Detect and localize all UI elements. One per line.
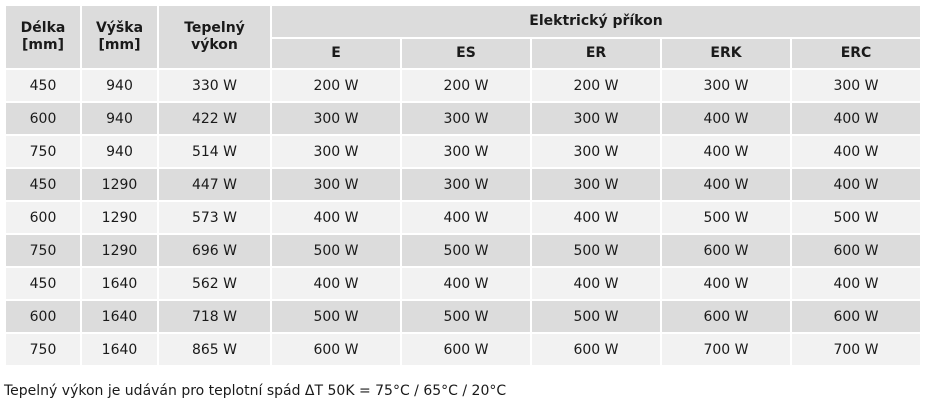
table-row: 450 940 330 W 200 W 200 W 200 W 300 W 300 W bbox=[6, 70, 920, 101]
power-erk-cell: 400 W bbox=[662, 268, 790, 299]
power-es-cell: 500 W bbox=[402, 301, 530, 332]
power-erk-cell: 400 W bbox=[662, 136, 790, 167]
power-e-cell: 200 W bbox=[272, 70, 400, 101]
power-erc-cell: 300 W bbox=[792, 70, 920, 101]
power-er-cell: 300 W bbox=[532, 169, 660, 200]
height-cell: 1640 bbox=[82, 334, 157, 365]
power-erk-cell: 500 W bbox=[662, 202, 790, 233]
length-cell: 750 bbox=[6, 334, 80, 365]
header-variant-erk: ERK bbox=[662, 39, 790, 68]
table-body: 450 940 330 W 200 W 200 W 200 W 300 W 300 W 600 9… bbox=[6, 70, 920, 365]
power-e-cell: 600 W bbox=[272, 334, 400, 365]
power-e-cell: 500 W bbox=[272, 235, 400, 266]
heat-output-cell: 696 W bbox=[159, 235, 270, 266]
power-erc-cell: 500 W bbox=[792, 202, 920, 233]
table-row: 750 940 514 W 300 W 300 W 300 W 400 W 400 W bbox=[6, 136, 920, 167]
power-er-cell: 600 W bbox=[532, 334, 660, 365]
power-es-cell: 300 W bbox=[402, 169, 530, 200]
power-erc-cell: 700 W bbox=[792, 334, 920, 365]
power-e-cell: 400 W bbox=[272, 202, 400, 233]
power-e-cell: 300 W bbox=[272, 103, 400, 134]
table-row: 600 1640 718 W 500 W 500 W 500 W 600 W 600 W bbox=[6, 301, 920, 332]
power-er-cell: 300 W bbox=[532, 103, 660, 134]
power-erc-cell: 400 W bbox=[792, 169, 920, 200]
power-erk-cell: 400 W bbox=[662, 169, 790, 200]
power-erc-cell: 600 W bbox=[792, 301, 920, 332]
power-es-cell: 200 W bbox=[402, 70, 530, 101]
power-er-cell: 500 W bbox=[532, 301, 660, 332]
header-electric-power: Elektrický příkon bbox=[272, 6, 920, 37]
power-es-cell: 300 W bbox=[402, 103, 530, 134]
height-cell: 940 bbox=[82, 103, 157, 134]
power-erc-cell: 600 W bbox=[792, 235, 920, 266]
length-cell: 600 bbox=[6, 301, 80, 332]
heat-output-cell: 330 W bbox=[159, 70, 270, 101]
heat-output-cell: 573 W bbox=[159, 202, 270, 233]
height-cell: 1640 bbox=[82, 268, 157, 299]
length-cell: 600 bbox=[6, 202, 80, 233]
height-cell: 940 bbox=[82, 70, 157, 101]
heat-output-cell: 514 W bbox=[159, 136, 270, 167]
header-height: Výška [mm] bbox=[82, 6, 157, 68]
header-length: Délka [mm] bbox=[6, 6, 80, 68]
table-row: 600 1290 573 W 400 W 400 W 400 W 500 W 500 W bbox=[6, 202, 920, 233]
length-cell: 600 bbox=[6, 103, 80, 134]
power-erk-cell: 300 W bbox=[662, 70, 790, 101]
power-e-cell: 400 W bbox=[272, 268, 400, 299]
table-row: 750 1640 865 W 600 W 600 W 600 W 700 W 700 W bbox=[6, 334, 920, 365]
heat-output-cell: 562 W bbox=[159, 268, 270, 299]
power-er-cell: 400 W bbox=[532, 268, 660, 299]
header-variant-e: E bbox=[272, 39, 400, 68]
table-row: 600 940 422 W 300 W 300 W 300 W 400 W 400 W bbox=[6, 103, 920, 134]
footnote: Tepelný výkon je udáván pro teplotní spá… bbox=[4, 383, 507, 399]
power-erc-cell: 400 W bbox=[792, 268, 920, 299]
length-cell: 750 bbox=[6, 136, 80, 167]
power-erk-cell: 700 W bbox=[662, 334, 790, 365]
power-er-cell: 500 W bbox=[532, 235, 660, 266]
length-cell: 450 bbox=[6, 268, 80, 299]
power-erc-cell: 400 W bbox=[792, 103, 920, 134]
power-erc-cell: 400 W bbox=[792, 136, 920, 167]
heat-output-cell: 422 W bbox=[159, 103, 270, 134]
power-erk-cell: 400 W bbox=[662, 103, 790, 134]
height-cell: 1290 bbox=[82, 202, 157, 233]
power-es-cell: 300 W bbox=[402, 136, 530, 167]
heat-output-cell: 447 W bbox=[159, 169, 270, 200]
heat-output-cell: 865 W bbox=[159, 334, 270, 365]
length-cell: 450 bbox=[6, 169, 80, 200]
heat-output-cell: 718 W bbox=[159, 301, 270, 332]
height-cell: 1640 bbox=[82, 301, 157, 332]
power-er-cell: 400 W bbox=[532, 202, 660, 233]
table-row: 450 1290 447 W 300 W 300 W 300 W 400 W 400 W bbox=[6, 169, 920, 200]
length-cell: 750 bbox=[6, 235, 80, 266]
power-es-cell: 600 W bbox=[402, 334, 530, 365]
power-e-cell: 500 W bbox=[272, 301, 400, 332]
height-cell: 1290 bbox=[82, 169, 157, 200]
power-er-cell: 300 W bbox=[532, 136, 660, 167]
power-e-cell: 300 W bbox=[272, 136, 400, 167]
height-cell: 940 bbox=[82, 136, 157, 167]
table-row: 450 1640 562 W 400 W 400 W 400 W 400 W 400 W bbox=[6, 268, 920, 299]
table-row: 750 1290 696 W 500 W 500 W 500 W 600 W 600 W bbox=[6, 235, 920, 266]
power-e-cell: 300 W bbox=[272, 169, 400, 200]
height-cell: 1290 bbox=[82, 235, 157, 266]
power-es-cell: 400 W bbox=[402, 268, 530, 299]
power-er-cell: 200 W bbox=[532, 70, 660, 101]
header-variant-er: ER bbox=[532, 39, 660, 68]
power-erk-cell: 600 W bbox=[662, 235, 790, 266]
power-es-cell: 500 W bbox=[402, 235, 530, 266]
power-es-cell: 400 W bbox=[402, 202, 530, 233]
header-variant-erc: ERC bbox=[792, 39, 920, 68]
header-variant-es: ES bbox=[402, 39, 530, 68]
length-cell: 450 bbox=[6, 70, 80, 101]
header-heat-output: Tepelný výkon bbox=[159, 6, 270, 68]
power-spec-table: Délka [mm] Výška [mm] Tepelný výkon Elektri… bbox=[4, 4, 922, 367]
power-erk-cell: 600 W bbox=[662, 301, 790, 332]
